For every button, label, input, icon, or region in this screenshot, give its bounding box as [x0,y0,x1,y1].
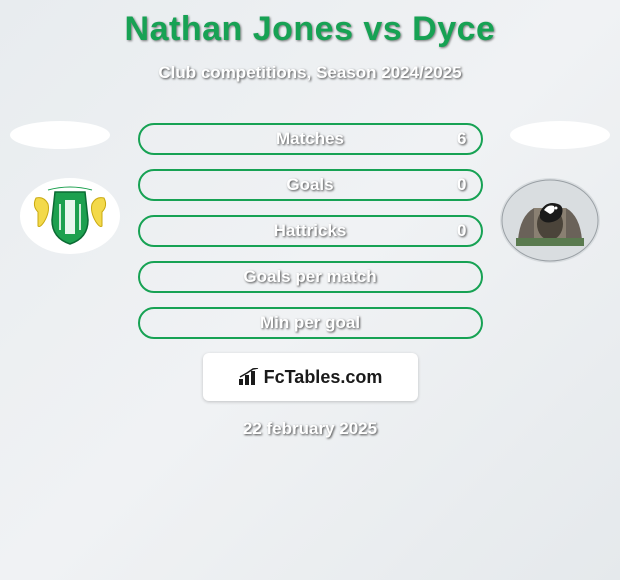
team-crest-right [500,178,600,263]
stat-label: Hattricks [274,221,347,241]
stat-value-right: 6 [457,129,466,149]
stat-bars: Matches 6 Goals 0 Hattricks 0 Goals per … [138,123,483,339]
subtitle: Club competitions, Season 2024/2025 [0,63,620,83]
team-crest-left [20,178,120,254]
stat-value-right: 0 [457,175,466,195]
stat-bar-matches: Matches 6 [138,123,483,155]
stat-label: Matches [276,129,344,149]
club-badge-icon [500,178,600,263]
shield-icon [20,178,120,254]
ellipse-right [510,121,610,149]
branding-text: FcTables.com [238,367,383,388]
page-title: Nathan Jones vs Dyce [0,0,620,49]
stat-label: Goals per match [243,267,376,287]
stat-label: Min per goal [260,313,360,333]
ellipse-left [10,121,110,149]
stat-bar-hattricks: Hattricks 0 [138,215,483,247]
stat-bar-goals: Goals 0 [138,169,483,201]
chart-icon [238,368,260,386]
branding-label: FcTables.com [264,367,383,388]
stat-bar-goals-per-match: Goals per match [138,261,483,293]
branding-box: FcTables.com [203,353,418,401]
stat-value-right: 0 [457,221,466,241]
stat-bar-min-per-goal: Min per goal [138,307,483,339]
date-text: 22 february 2025 [0,419,620,439]
stat-label: Goals [286,175,333,195]
content-wrap: Matches 6 Goals 0 Hattricks 0 Goals per … [0,123,620,439]
